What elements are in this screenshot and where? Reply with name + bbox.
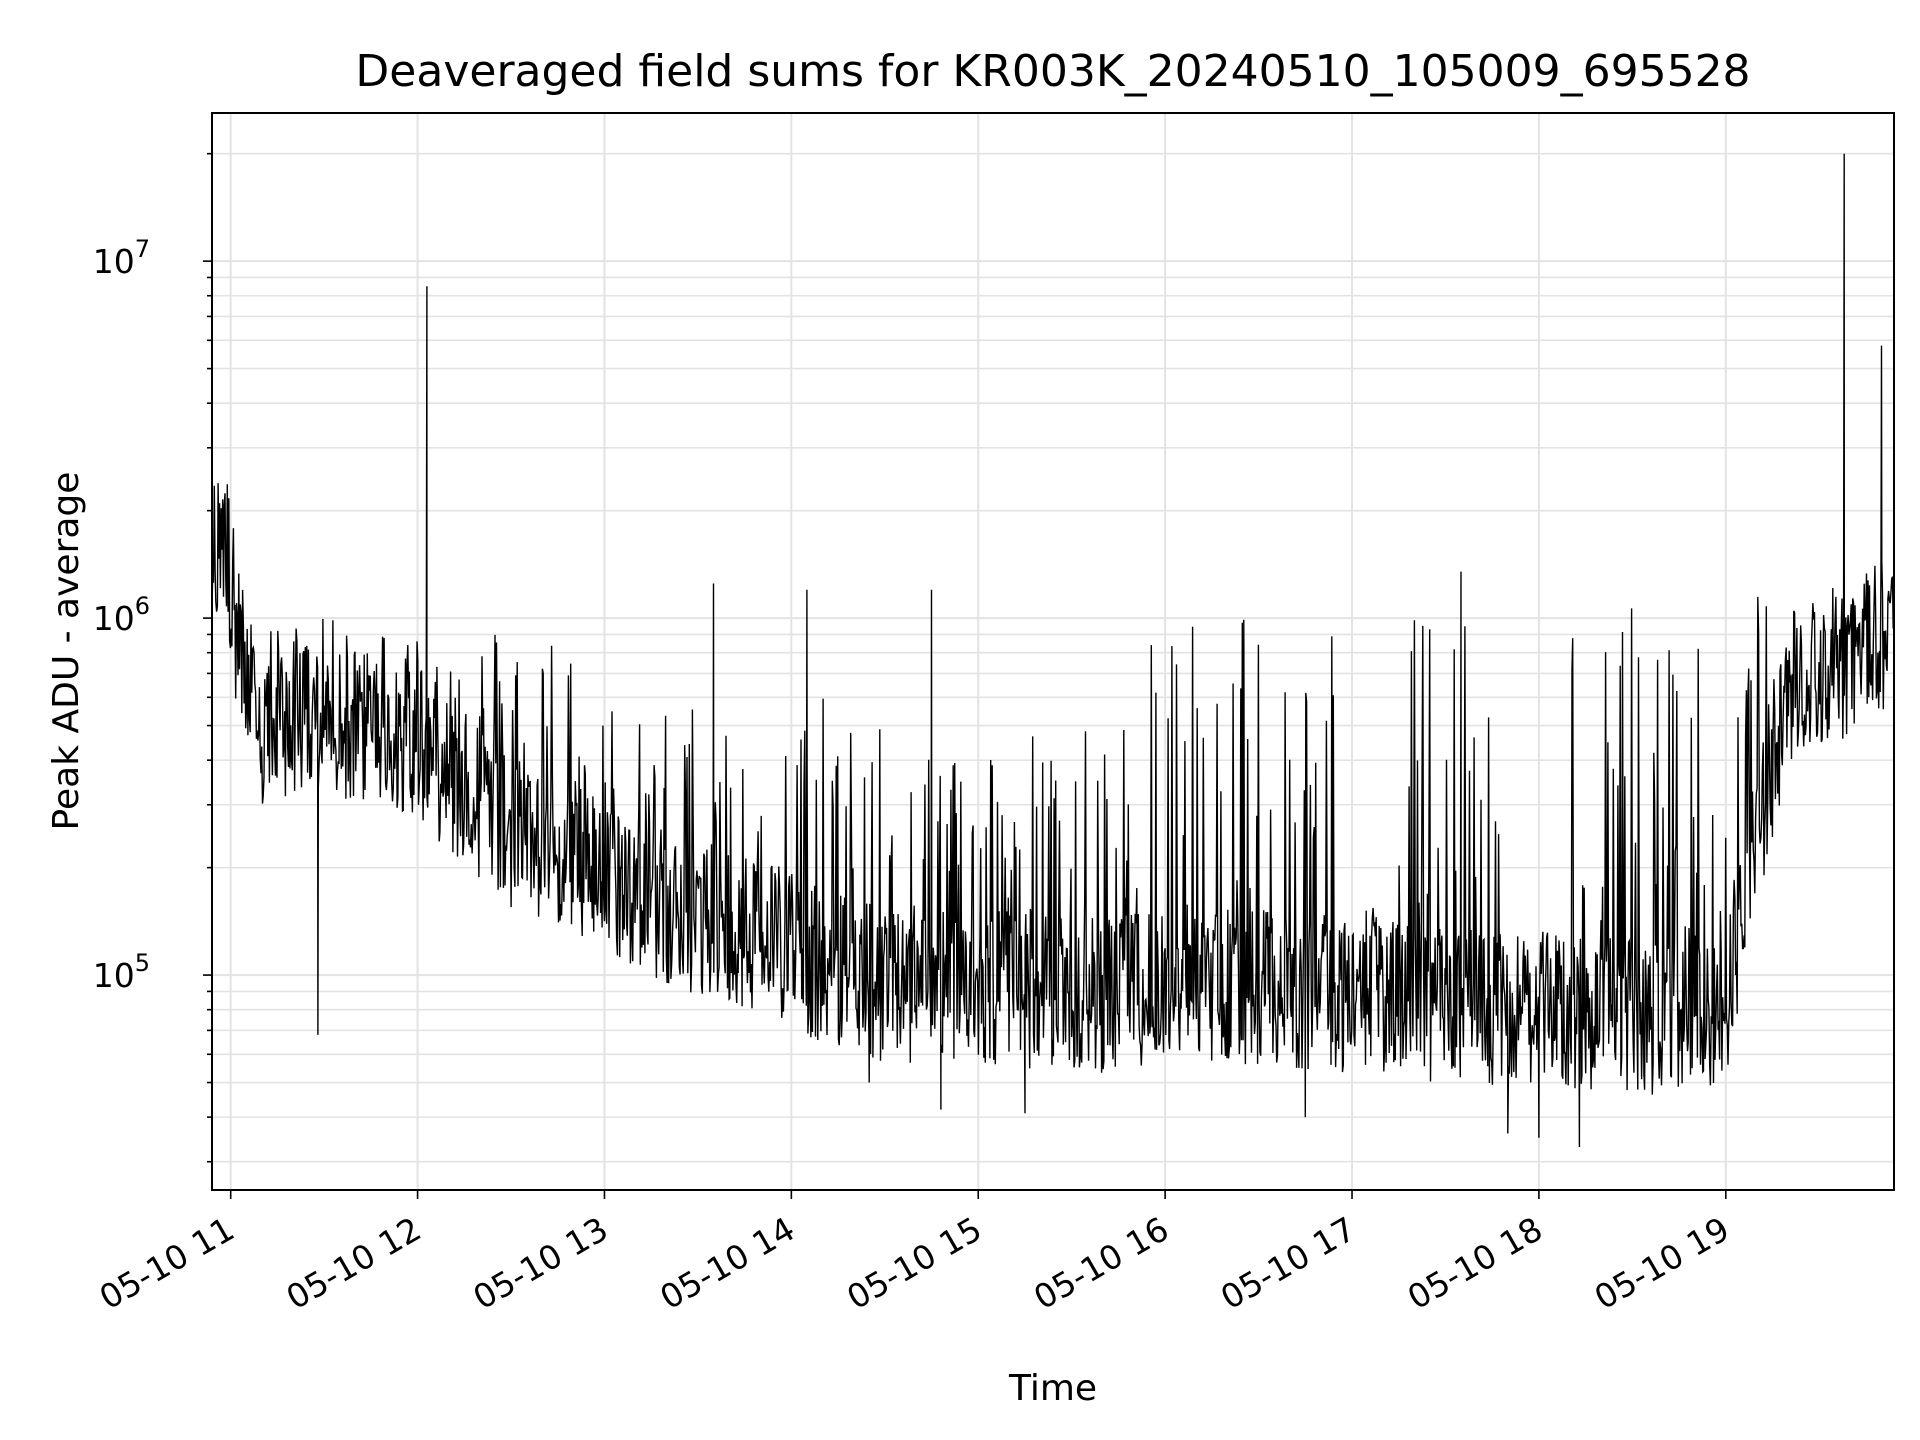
chart-title: Deaveraged field sums for KR003K_2024051… [355, 46, 1750, 97]
series-line-path [211, 153, 1895, 1148]
y-axis-label: Peak ADU - average [46, 472, 87, 831]
y-tick-label: 107 [93, 235, 150, 281]
series-line [211, 153, 1895, 1148]
plot-frame [211, 112, 1895, 1191]
y-axis: 105 106 107 [93, 152, 212, 1163]
y-tick-label: 106 [93, 592, 150, 638]
x-axis-label: Time [1008, 1368, 1097, 1409]
y-tick-label: 105 [93, 949, 150, 995]
